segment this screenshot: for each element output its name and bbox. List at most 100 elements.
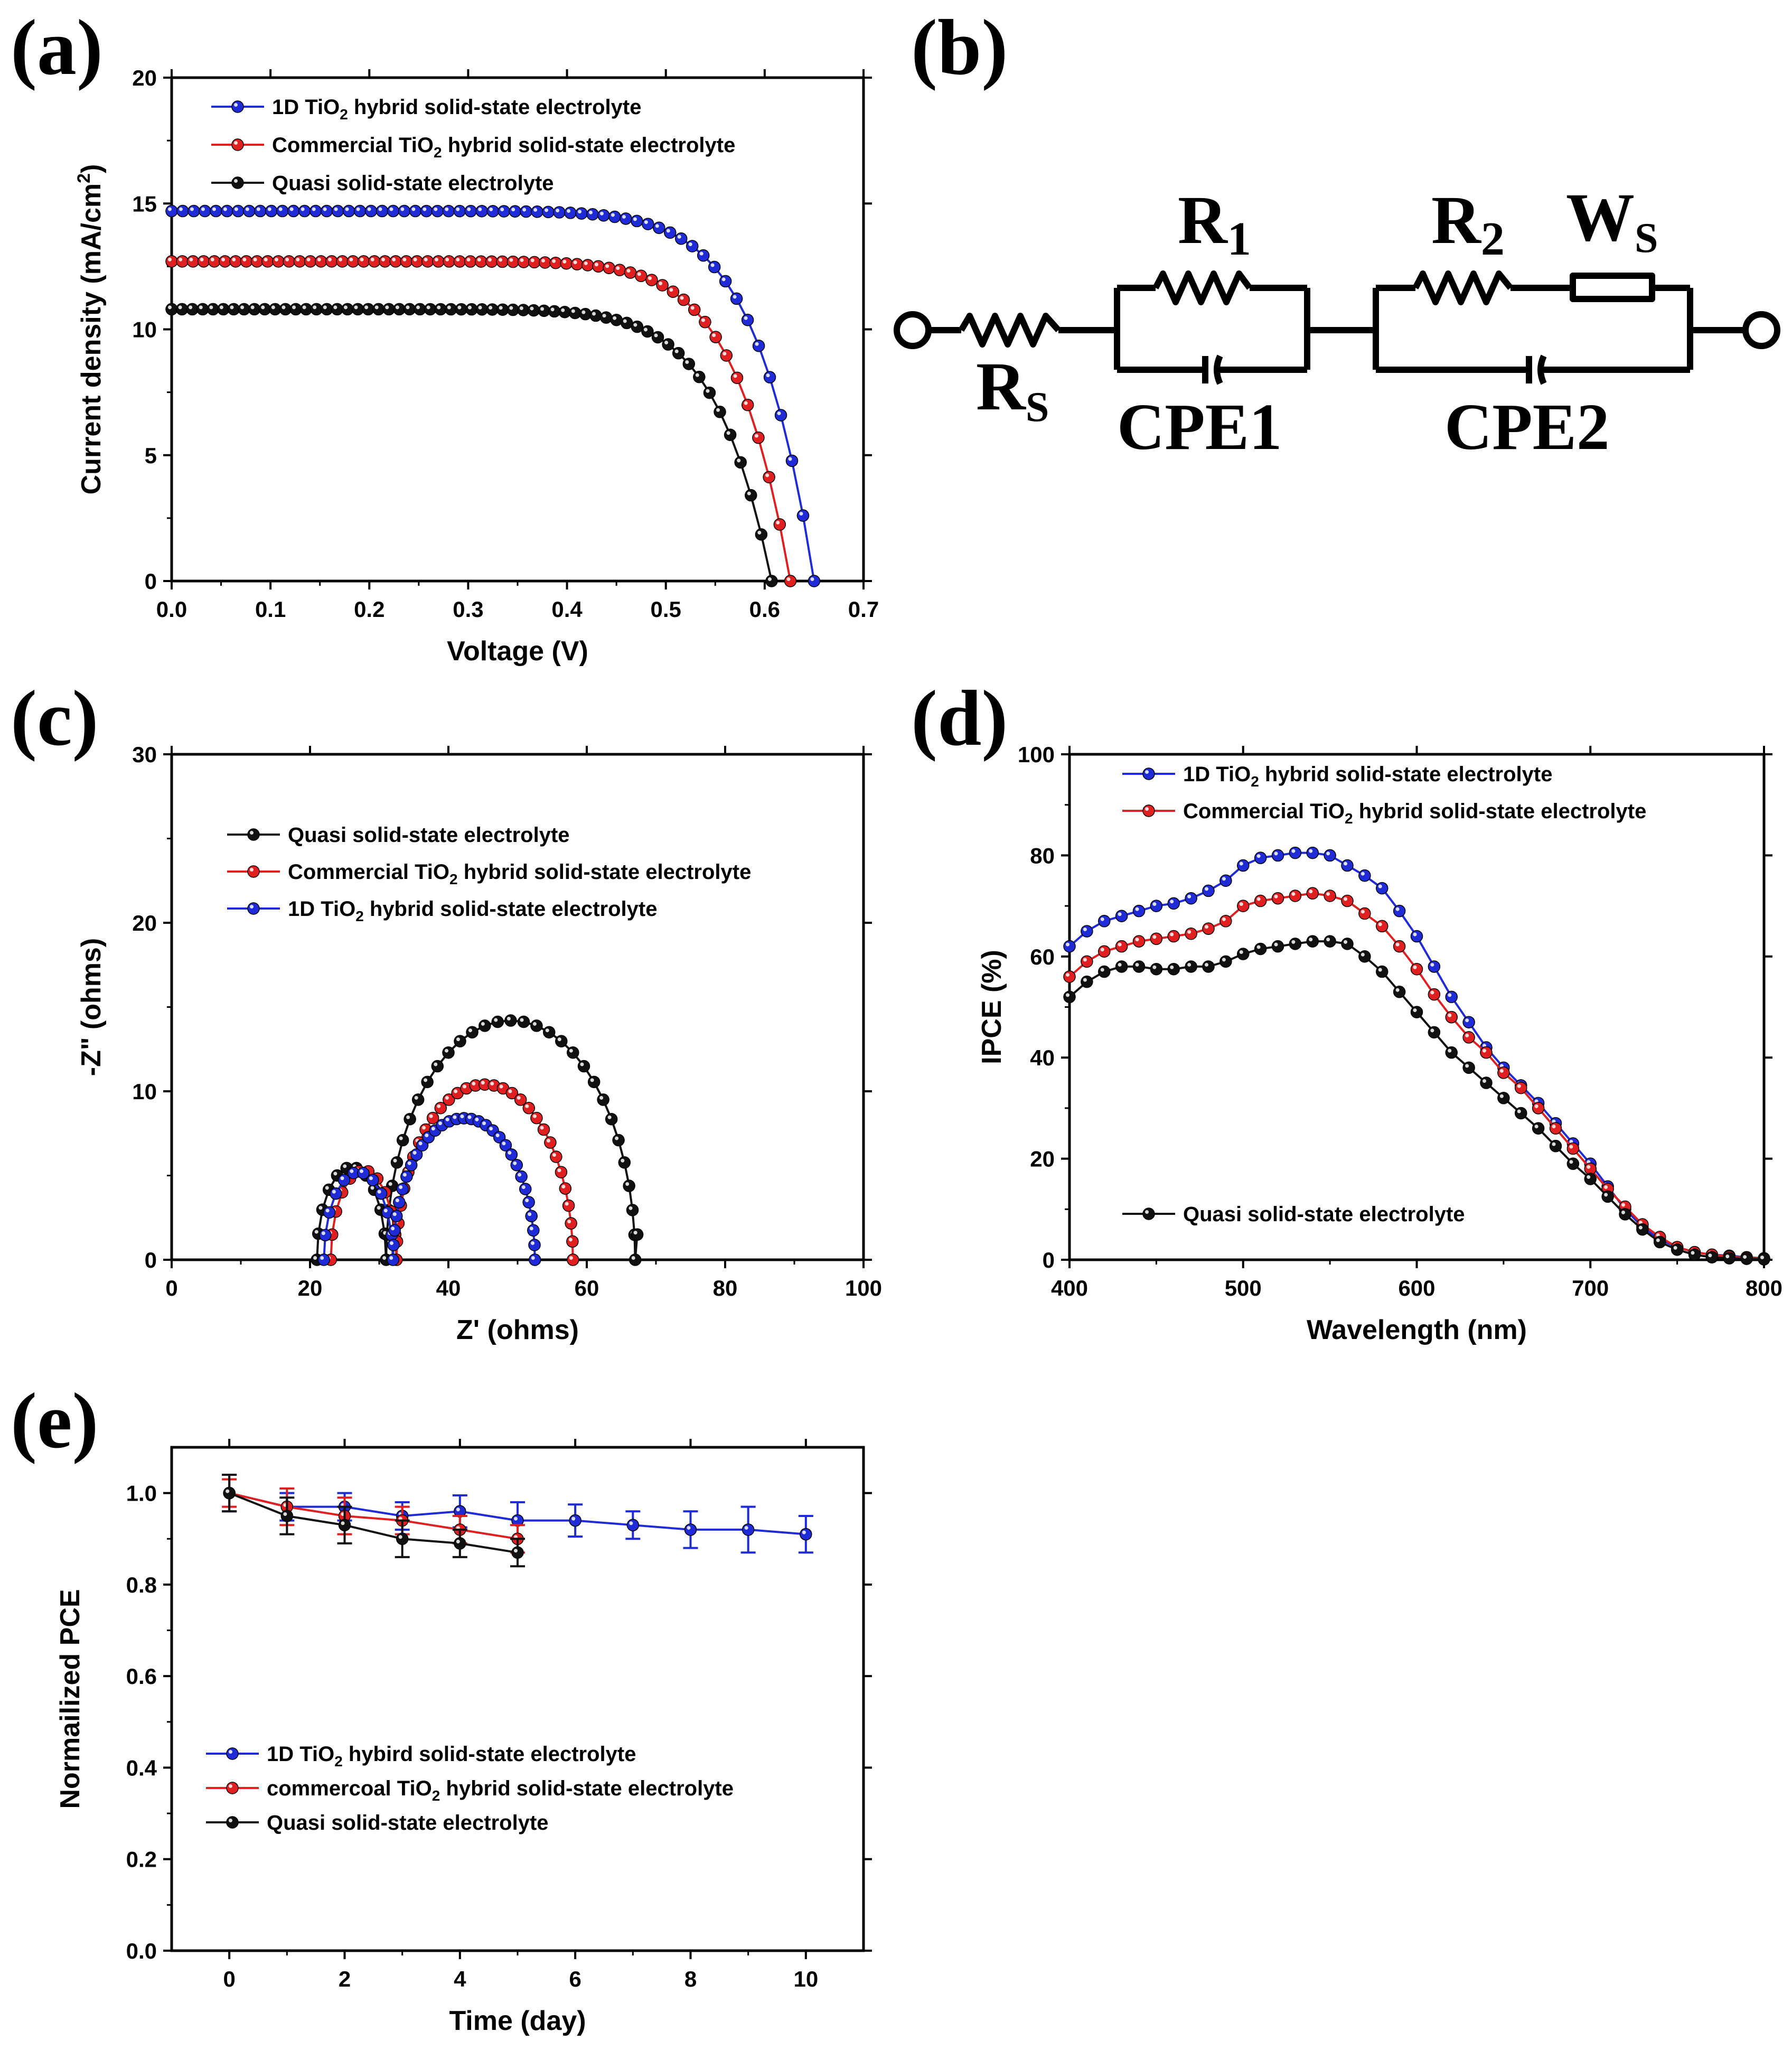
data-point-highlight: [1483, 1079, 1486, 1083]
data-point: [1254, 894, 1267, 907]
legend-item-2-marker: [247, 902, 260, 915]
data-point: [409, 204, 422, 218]
data-point: [396, 1532, 409, 1546]
data-point-highlight: [472, 1082, 476, 1086]
data-point-highlight: [1378, 884, 1382, 888]
data-point-fill: [1132, 960, 1146, 973]
data-point-highlight: [278, 207, 283, 211]
data-point-highlight: [1395, 907, 1400, 911]
data-point: [1654, 1235, 1666, 1249]
data-point-fill: [410, 255, 424, 268]
data-point: [752, 339, 765, 352]
data-point-fill: [414, 303, 426, 316]
data-point-highlight: [519, 306, 523, 310]
data-point-highlight: [1256, 945, 1261, 949]
legend: 1D TiO2 hybird solid-state electrolyte co…: [206, 1743, 734, 1834]
data-point: [403, 303, 416, 316]
data-point-highlight: [511, 208, 515, 212]
data-point-highlight: [1465, 1064, 1469, 1068]
data-point-highlight: [530, 258, 534, 263]
data-point-highlight: [392, 1212, 397, 1216]
data-point-fill: [390, 1210, 403, 1222]
data-point-fill: [479, 1019, 491, 1032]
data-point-highlight: [643, 327, 648, 332]
legend-item-2-marker: [231, 176, 244, 189]
data-point: [454, 1537, 466, 1550]
data-point-highlight: [1344, 897, 1347, 901]
data-point-highlight: [541, 258, 545, 263]
data-point-fill: [165, 204, 178, 218]
data-point-fill: [1515, 1107, 1527, 1120]
data-point-fill: [569, 306, 581, 320]
data-point-fill: [1358, 907, 1371, 920]
data-point-fill: [207, 303, 220, 316]
data-point-highlight: [1552, 1142, 1556, 1146]
data-point-highlight: [301, 207, 305, 211]
data-point: [1428, 1026, 1441, 1039]
data-point-highlight: [545, 208, 549, 212]
data-point-highlight: [747, 491, 751, 495]
data-point: [589, 309, 602, 322]
data-point-highlight: [306, 257, 311, 261]
data-point: [382, 303, 396, 316]
data-point-fill: [1410, 1006, 1423, 1018]
data-point-fill: [575, 207, 588, 220]
data-point: [618, 1156, 631, 1169]
legend-item-0-label: 1D TiO2 hybird solid-state electrolyte: [267, 1743, 636, 1770]
data-point-highlight: [370, 257, 374, 261]
data-point-fill: [684, 1523, 697, 1536]
data-point-highlight: [1170, 965, 1174, 969]
data-point-highlight: [571, 1516, 576, 1521]
data-point-fill: [1271, 940, 1284, 953]
data-point: [1410, 962, 1423, 976]
data-point-highlight: [466, 258, 471, 262]
data-point-fill: [1358, 869, 1371, 882]
data-point-highlight: [737, 458, 741, 463]
data-point-fill: [454, 1537, 466, 1550]
legend-item-2-label: Quasi solid-state electrolyte: [1183, 1203, 1465, 1226]
legend-item-1-label: commercoal TiO2 hybrid solid-state elect…: [267, 1777, 734, 1804]
data-point-fill: [434, 303, 447, 316]
data-point: [664, 226, 677, 239]
y-tick-label: 0.0: [126, 1939, 157, 1963]
data-point-fill: [579, 307, 592, 321]
data-point: [289, 303, 302, 316]
data-point: [455, 303, 468, 316]
data-point: [599, 311, 613, 324]
data-point-highlight: [350, 1169, 354, 1173]
data-point-highlight: [518, 1173, 522, 1177]
data-point-highlight: [1430, 1028, 1434, 1033]
data-point: [404, 1112, 416, 1126]
data-point-fill: [165, 303, 178, 316]
data-point-fill: [299, 303, 313, 316]
data-point: [548, 305, 561, 318]
data-point-highlight: [633, 323, 637, 327]
data-point: [1376, 920, 1388, 933]
data-point-highlight: [514, 1516, 518, 1521]
data-point-fill: [199, 204, 211, 218]
data-point: [1219, 915, 1232, 928]
data-point-fill: [1393, 986, 1406, 998]
data-point: [299, 303, 313, 316]
legend-item-1-marker-fill: [226, 1782, 239, 1794]
data-point: [1410, 930, 1423, 943]
data-point-highlight: [1135, 962, 1139, 967]
data-point-fill: [1219, 874, 1232, 887]
data-point-highlight: [320, 1256, 324, 1260]
data-point-fill: [404, 1112, 416, 1126]
data-point: [217, 303, 230, 316]
data-point-highlight: [179, 207, 183, 211]
data-point-fill: [1150, 900, 1163, 912]
data-point: [699, 315, 711, 329]
data-point: [1566, 1157, 1580, 1170]
data-point-fill: [466, 1026, 479, 1038]
data-point: [1081, 955, 1093, 968]
data-point-highlight: [209, 305, 213, 310]
x-tick-label: 0.7: [848, 597, 879, 622]
data-point-fill: [1271, 849, 1284, 862]
data-point-fill: [1237, 859, 1250, 872]
data-point-fill: [376, 204, 389, 218]
data-point: [522, 1101, 536, 1115]
data-point-highlight: [556, 208, 560, 212]
data-point: [276, 204, 289, 218]
